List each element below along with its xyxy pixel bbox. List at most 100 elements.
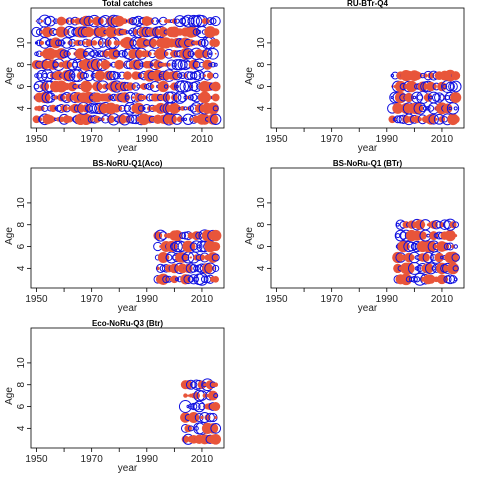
positive-residual-bubble [55,48,67,60]
y-tick-label: 10 [16,197,27,209]
positive-residual-bubble [119,62,125,68]
x-tick-label: 1950 [25,134,48,145]
positive-residual-bubble [451,115,460,124]
positive-residual-bubble [206,72,214,79]
positive-residual-bubble [420,222,426,228]
negative-residual-bubble [79,71,88,80]
negative-residual-bubble [448,275,458,284]
positive-residual-bubble [130,59,142,70]
positive-residual-bubble [187,394,190,397]
negative-residual-bubble [445,81,455,92]
negative-residual-bubble [448,106,453,111]
positive-residual-bubble [407,115,416,124]
positive-residual-bubble [154,47,167,60]
negative-residual-bubble [128,29,133,35]
positive-residual-bubble [417,117,422,122]
positive-residual-bubble [168,26,180,38]
x-tick-label: 2010 [431,134,454,145]
x-tick-label: 2010 [191,454,214,465]
positive-residual-bubble [172,116,177,122]
negative-residual-bubble [88,50,95,57]
positive-residual-bubble [98,63,102,67]
positive-residual-bubble [408,254,415,261]
plot-frame [30,327,225,449]
negative-residual-bubble [187,94,194,101]
plot-frame [30,167,225,289]
positive-residual-bubble [94,70,106,81]
negative-residual-bubble [177,72,183,79]
positive-residual-bubble [80,15,92,27]
positive-residual-bubble [429,220,438,229]
positive-residual-bubble [211,28,220,36]
negative-residual-bubble [453,106,458,111]
positive-residual-bubble [202,263,213,274]
positive-residual-bubble [205,18,210,24]
bubble-layer [387,69,462,126]
negative-residual-bubble [192,402,201,411]
y-axis-label: Age [4,67,15,85]
positive-residual-bubble [60,104,68,113]
x-tick-label: 1990 [136,294,159,305]
panel-title: BS-NoRu-Q1 (BTr) [333,159,403,168]
positive-residual-bubble [183,380,193,390]
positive-residual-bubble [107,115,115,124]
positive-residual-bubble [66,116,73,123]
y-axis-label: Age [244,227,255,245]
positive-residual-bubble [451,234,455,237]
positive-residual-bubble [430,83,437,90]
negative-residual-bubble [193,273,205,286]
y-tick-label: 10 [256,37,267,49]
positive-residual-bubble [129,83,137,90]
positive-residual-bubble [31,59,42,70]
x-tick-label: 1990 [136,454,159,465]
positive-residual-bubble [134,93,143,102]
positive-residual-bubble [214,52,217,55]
positive-residual-bubble [179,48,192,60]
x-tick-label: 1970 [321,134,344,145]
positive-residual-bubble [426,274,436,284]
positive-residual-bubble [451,71,461,81]
x-tick-label: 1950 [25,294,48,305]
y-tick-label: 4 [16,265,27,271]
negative-residual-bubble [192,28,201,36]
y-tick-label: 4 [256,105,267,111]
positive-residual-bubble [211,93,220,102]
negative-residual-bubble [412,95,417,100]
positive-residual-bubble [147,38,158,48]
negative-residual-bubble [208,62,213,67]
negative-residual-bubble [178,400,192,413]
y-tick-label: 4 [16,425,27,431]
positive-residual-bubble [91,40,98,46]
positive-residual-bubble [87,84,91,89]
x-tick-label: 1970 [81,134,104,145]
negative-residual-bubble [183,81,194,92]
negative-residual-bubble [393,115,402,124]
positive-residual-bubble [434,252,444,263]
positive-residual-bubble [444,229,456,242]
negative-residual-bubble [453,244,458,249]
positive-residual-bubble [207,423,219,434]
x-axis-label: year [118,143,138,154]
negative-residual-bubble [125,95,130,100]
positive-residual-bubble [121,29,128,35]
positive-residual-bubble [212,276,219,283]
bubble-layer [392,218,460,286]
negative-residual-bubble [176,80,190,93]
y-axis-label: Age [4,227,15,245]
y-tick-label: 6 [16,243,27,249]
positive-residual-bubble [114,59,125,70]
y-tick-label: 6 [256,83,267,89]
negative-residual-bubble [428,114,439,125]
positive-residual-bubble [66,61,73,68]
positive-residual-bubble [85,39,93,47]
positive-residual-bubble [131,96,135,99]
positive-residual-bubble [50,116,56,122]
positive-residual-bubble [454,234,458,238]
y-tick-label: 10 [16,37,27,49]
positive-residual-bubble [173,104,181,113]
negative-residual-bubble [61,37,73,49]
negative-residual-bubble [186,404,190,409]
y-tick-label: 4 [256,265,267,271]
negative-residual-bubble [90,49,99,59]
